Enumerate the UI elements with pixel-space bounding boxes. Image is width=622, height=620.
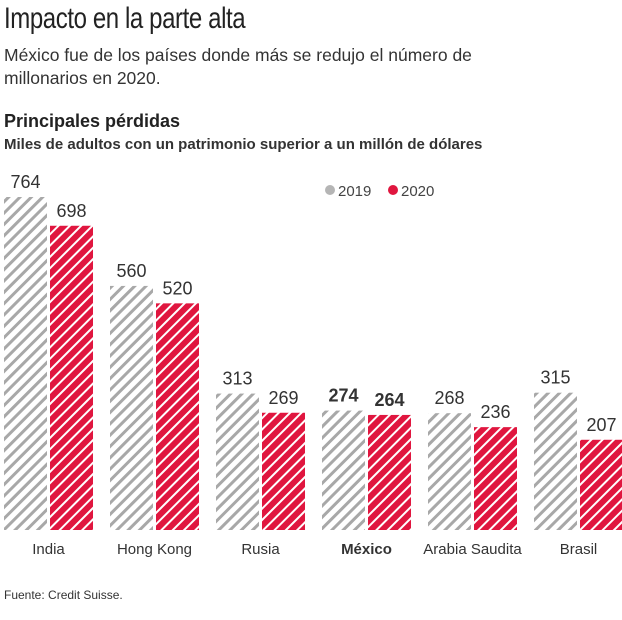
bar-2020-5	[580, 439, 622, 530]
chart-subtitle: México fue de los países donde más se re…	[4, 45, 472, 88]
section-heading: Principales pérdidas	[4, 111, 181, 131]
bar-2019-5	[534, 392, 577, 530]
category-label-1: Hong Kong	[117, 541, 192, 558]
category-label-2: Rusia	[241, 541, 280, 558]
data-label-2019-5: 315	[540, 368, 570, 388]
category-label-5: Brasil	[560, 541, 598, 558]
legend-label-2019: 2019	[338, 183, 371, 200]
unit-label: Miles de adultos con un patrimonio super…	[4, 136, 483, 153]
category-label-3: México	[341, 541, 392, 558]
data-label-2020-4: 236	[480, 402, 510, 422]
legend-marker-2020	[388, 185, 398, 195]
data-label-2020-5: 207	[586, 415, 616, 435]
bar-2020-3	[368, 414, 411, 530]
data-label-2019-2: 313	[222, 369, 252, 389]
chart-title: Impacto en la parte alta	[4, 2, 246, 35]
legend-marker-2019	[325, 185, 335, 195]
category-label-4: Arabia Saudita	[423, 541, 522, 558]
bar-2020-1	[156, 303, 199, 530]
bar-2020-4	[474, 427, 517, 530]
source-note: Fuente: Credit Suisse.	[4, 588, 123, 602]
data-label-2019-0: 764	[10, 172, 40, 192]
data-label-2020-1: 520	[162, 278, 192, 298]
bar-2020-0	[50, 225, 93, 530]
category-label-0: India	[32, 541, 65, 558]
data-label-2019-1: 560	[116, 261, 146, 281]
data-label-2020-3: 264	[374, 390, 404, 410]
bar-2019-2	[216, 393, 259, 530]
bar-2019-0	[4, 197, 47, 530]
data-label-2019-4: 268	[434, 388, 464, 408]
bar-2019-3	[322, 410, 365, 530]
data-label-2019-3: 274	[328, 386, 358, 406]
bar-2019-4	[428, 413, 471, 530]
bar-2019-1	[110, 285, 153, 530]
legend-label-2020: 2020	[401, 183, 434, 200]
data-label-2020-0: 698	[56, 201, 86, 221]
data-label-2020-2: 269	[268, 388, 298, 408]
bar-2020-2	[262, 412, 305, 530]
